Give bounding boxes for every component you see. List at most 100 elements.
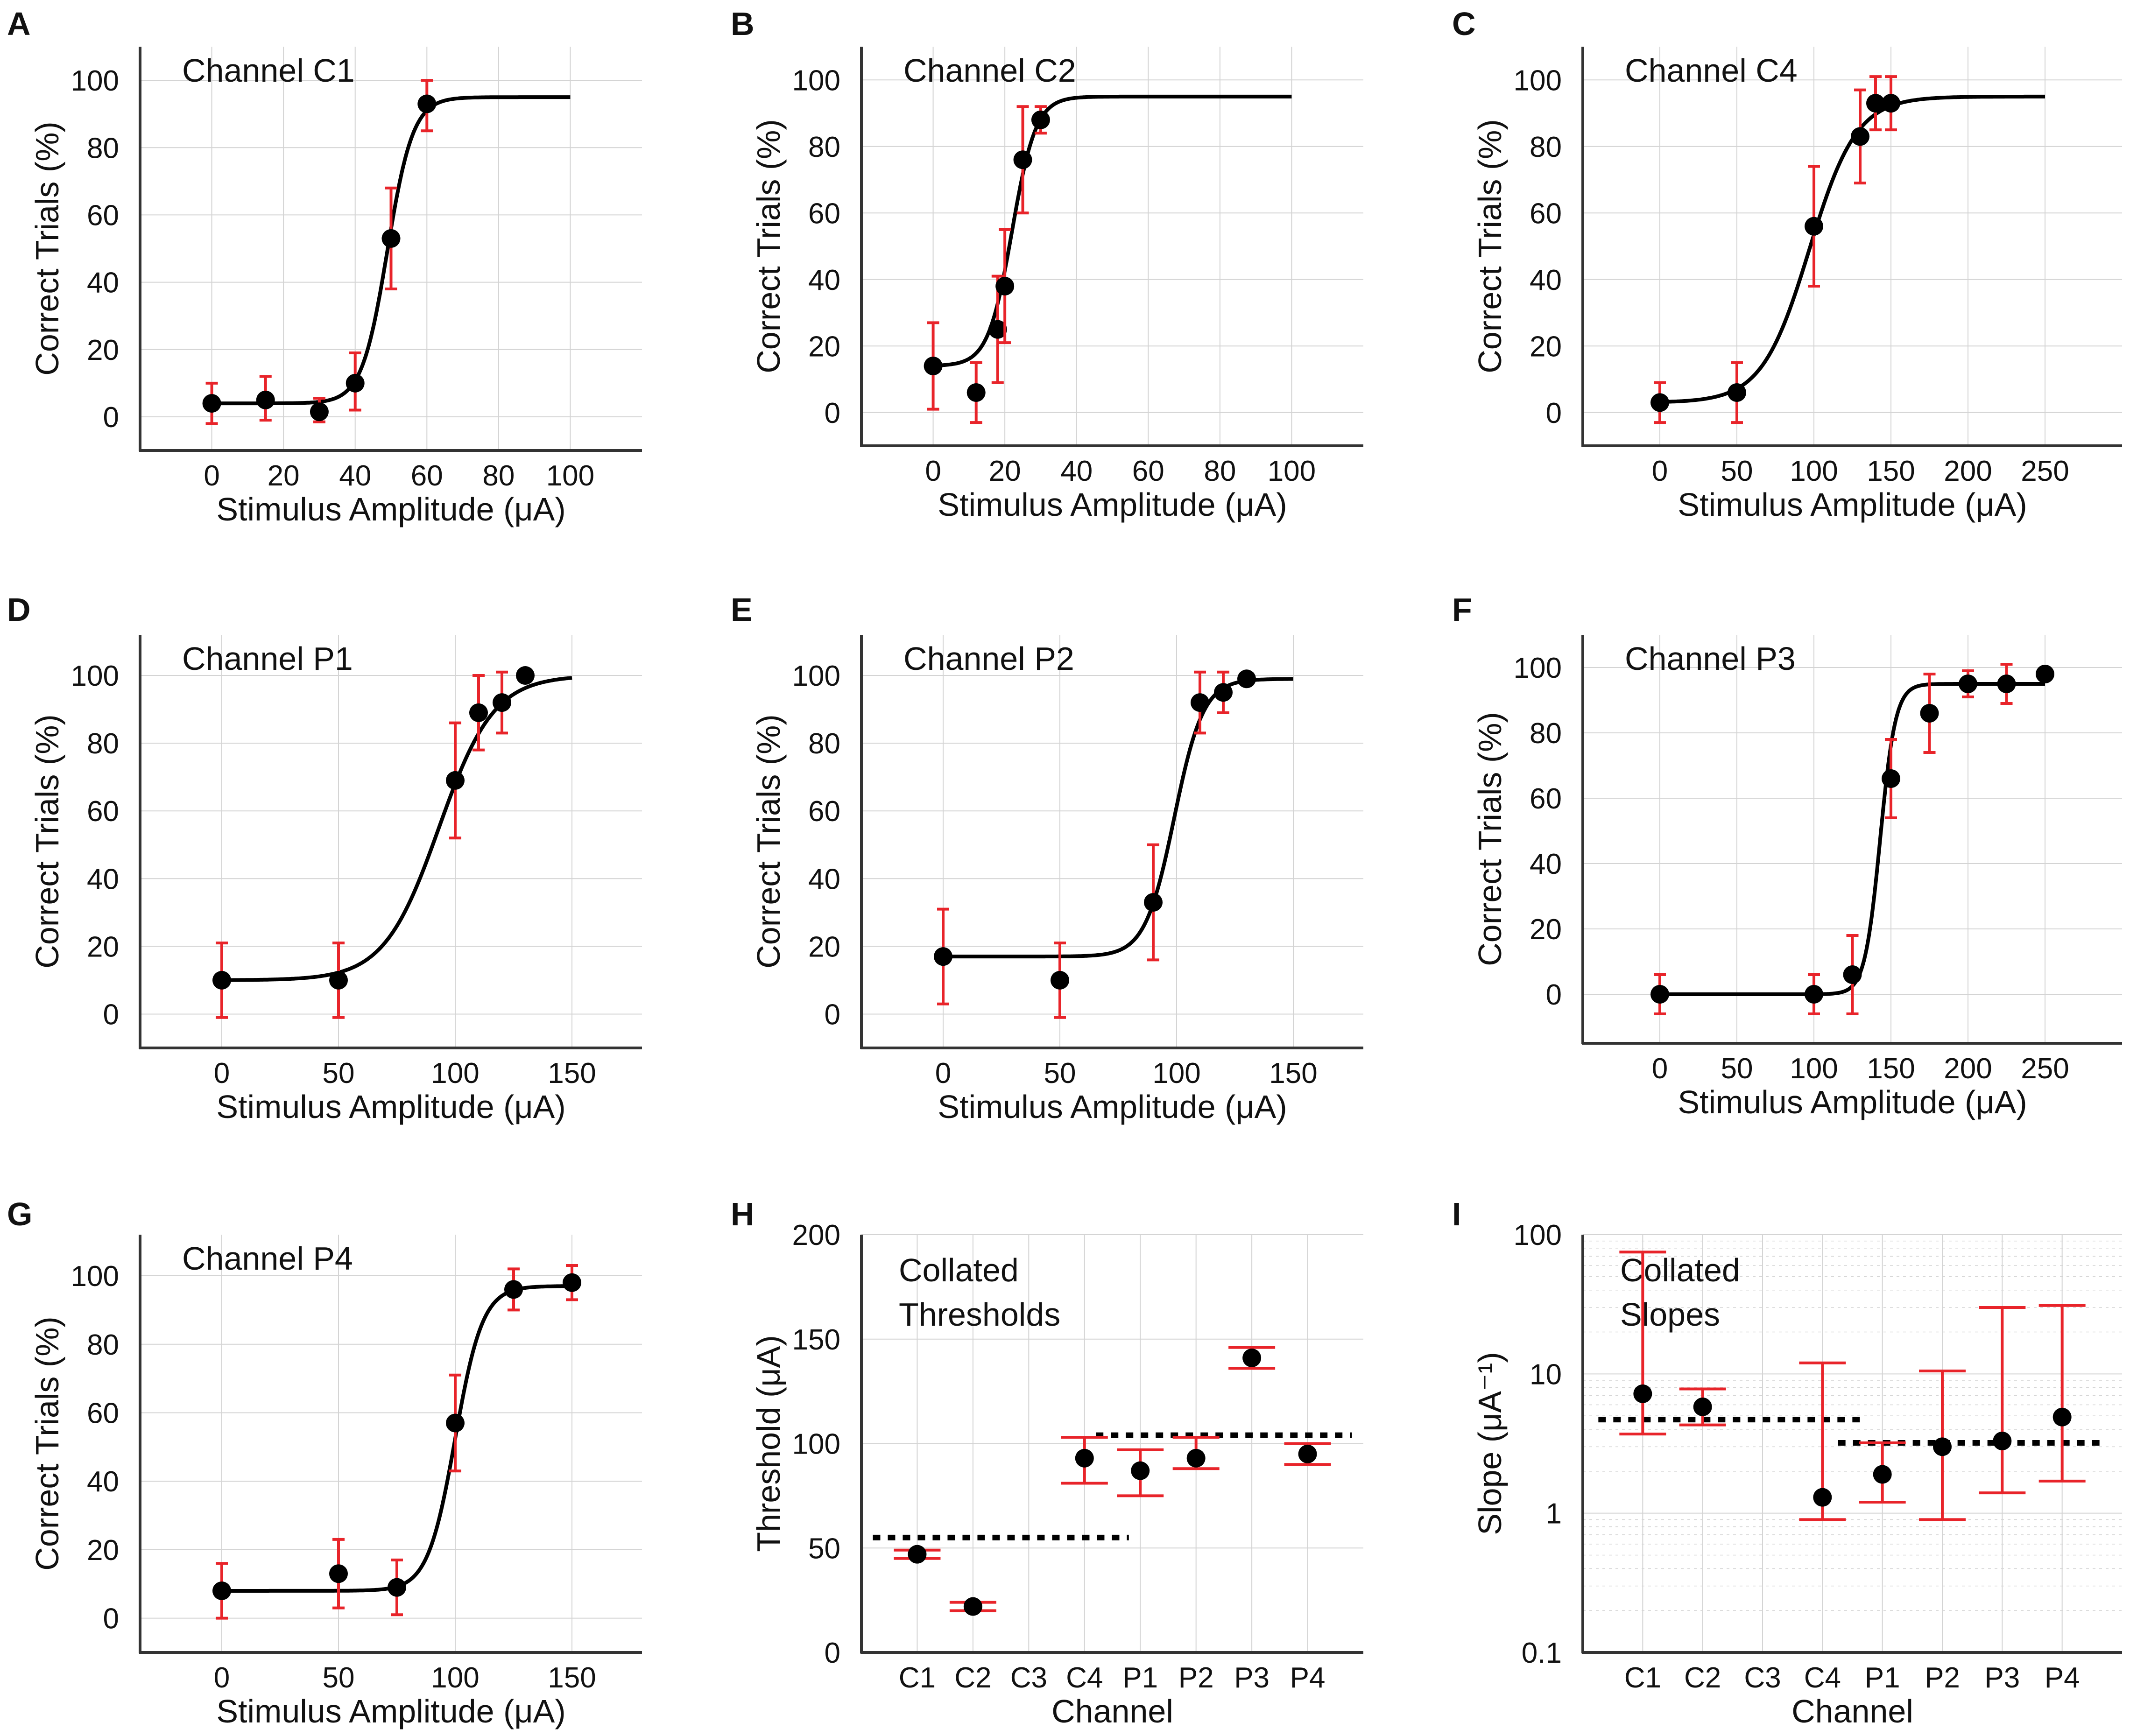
data-point: [1693, 1397, 1712, 1416]
x-tick-label: P4: [2045, 1662, 2080, 1694]
data-point: [381, 229, 401, 248]
x-tick-label: 50: [323, 1662, 355, 1694]
panel-title: Channel C2: [903, 52, 1076, 89]
x-tick-label: P1: [1865, 1662, 1900, 1694]
y-tick-label: 200: [792, 1219, 840, 1251]
x-tick-label: P3: [1234, 1662, 1270, 1694]
x-tick-label: P3: [1984, 1662, 2020, 1694]
x-tick-label: 0: [1652, 455, 1668, 487]
panel-title-line: Slopes: [1620, 1296, 1720, 1333]
y-tick-label: 40: [808, 264, 840, 296]
y-tick-label: 20: [808, 931, 840, 963]
data-point: [1813, 1488, 1832, 1507]
x-tick-label: 150: [1867, 455, 1915, 487]
y-tick-label: 80: [808, 131, 840, 163]
x-tick-label: C2: [1684, 1662, 1721, 1694]
x-tick-label: C1: [1624, 1662, 1661, 1694]
data-point: [1013, 150, 1032, 169]
x-axis-label: Channel: [1791, 1693, 1913, 1729]
y-tick-label: 100: [792, 1428, 840, 1461]
y-axis-label: Correct Trials (%): [750, 714, 787, 968]
x-tick-label: 0: [204, 460, 219, 492]
fit-curve: [222, 676, 572, 982]
y-tick-label: 40: [87, 863, 119, 895]
y-tick-label: 10: [1530, 1358, 1562, 1391]
data-point: [1959, 675, 1977, 693]
panel-title: Channel C4: [1625, 52, 1798, 89]
data-point: [1997, 675, 2016, 693]
data-point: [1075, 1448, 1094, 1468]
x-tick-label: P2: [1925, 1662, 1960, 1694]
panel-letter: D: [7, 591, 31, 628]
x-tick-label: 20: [989, 455, 1021, 487]
panel-letter: A: [7, 6, 31, 42]
data-point: [563, 1273, 581, 1292]
y-tick-label: 0: [103, 1603, 119, 1635]
data-point: [212, 970, 231, 990]
x-tick-label: 150: [548, 1662, 596, 1694]
y-tick-label: 60: [87, 199, 119, 232]
x-tick-label: 60: [411, 460, 443, 492]
panel-title-line: Thresholds: [899, 1296, 1060, 1333]
data-point: [1131, 1461, 1150, 1480]
panel-title-line: Collated: [1620, 1252, 1740, 1288]
data-point: [1805, 985, 1823, 1004]
y-tick-label: 0: [825, 1637, 840, 1669]
x-tick-label: 50: [1721, 1053, 1753, 1085]
panel-H: H C1 C2 C3 C4 P1 P2 P3 P4 0 50 100 150 200 Channel Thre…: [731, 1196, 1363, 1729]
gridlines: [140, 1235, 642, 1652]
data-point: [2052, 1407, 2072, 1427]
data-point: [493, 693, 511, 712]
x-tick-label: P4: [1290, 1662, 1326, 1694]
y-tick-label: 80: [808, 728, 840, 760]
x-axis-label: Stimulus Amplitude (μA): [1678, 1084, 2027, 1120]
panel-letter: B: [731, 6, 755, 42]
x-axis-label: Stimulus Amplitude (μA): [216, 491, 565, 527]
data-point: [329, 970, 348, 990]
data-point: [388, 1578, 406, 1597]
y-tick-label: 100: [71, 65, 119, 97]
data-point: [924, 357, 943, 375]
data-point: [1031, 110, 1050, 129]
data-point: [256, 390, 275, 409]
x-tick-label: 100: [1152, 1057, 1200, 1089]
gridlines: [861, 635, 1363, 1048]
x-tick-label: 0: [214, 1662, 230, 1694]
x-tick-label: 50: [323, 1057, 355, 1089]
y-tick-label: 100: [1514, 1219, 1562, 1251]
x-tick-label: 200: [1944, 455, 1992, 487]
gridlines: [861, 47, 1363, 446]
data-point: [446, 1413, 465, 1433]
x-tick-label: 100: [1268, 455, 1316, 487]
x-tick-label: 150: [1867, 1053, 1915, 1085]
panel-letter: H: [731, 1196, 755, 1232]
y-tick-label: 150: [792, 1324, 840, 1356]
panel-title: Channel P4: [182, 1240, 353, 1277]
y-tick-label: 0.1: [1522, 1637, 1562, 1669]
data-point: [1866, 94, 1885, 113]
data-point: [1051, 970, 1069, 990]
gridlines: [1583, 47, 2122, 446]
panel-letter: E: [731, 591, 753, 628]
y-tick-label: 20: [808, 330, 840, 363]
y-tick-label: 20: [87, 931, 119, 963]
x-tick-label: C4: [1804, 1662, 1841, 1694]
y-tick-label: 0: [1546, 397, 1562, 429]
x-tick-label: 80: [1204, 455, 1236, 487]
x-tick-label: P2: [1178, 1662, 1214, 1694]
y-tick-label: 40: [808, 863, 840, 895]
data-point: [1843, 965, 1862, 984]
data-point: [1882, 94, 1900, 113]
data-point: [1882, 769, 1900, 788]
y-tick-label: 60: [808, 197, 840, 230]
y-tick-label: 100: [792, 660, 840, 692]
x-tick-label: 150: [1269, 1057, 1317, 1089]
x-tick-label: 40: [1060, 455, 1093, 487]
x-tick-label: 250: [2021, 455, 2069, 487]
data-point: [212, 1581, 231, 1600]
panel-title: Channel P3: [1625, 640, 1796, 677]
x-tick-label: 150: [548, 1057, 596, 1089]
